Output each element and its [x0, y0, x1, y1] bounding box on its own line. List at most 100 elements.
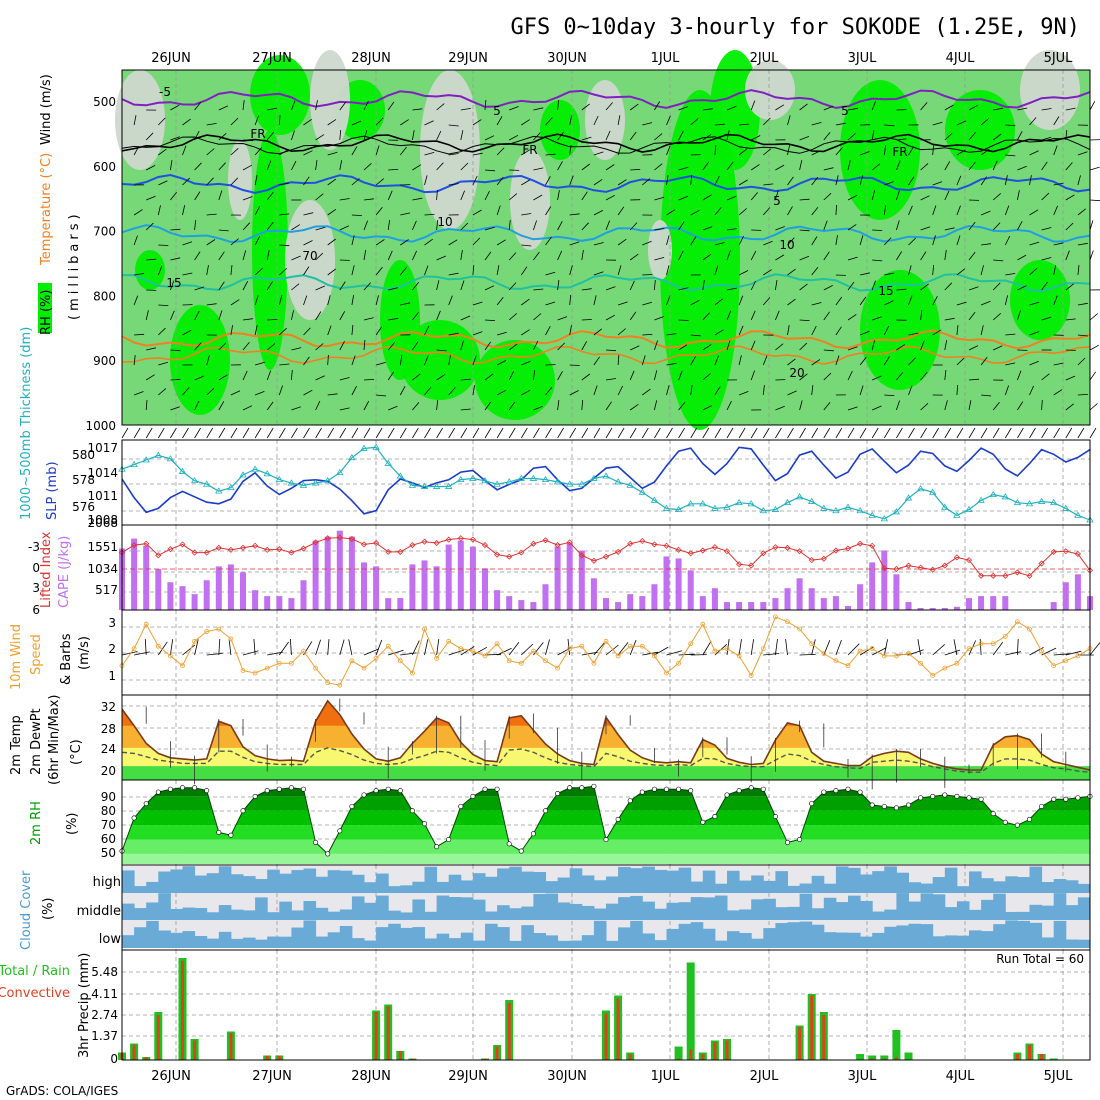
rh2m-point	[1039, 803, 1045, 809]
cloud-cover-bar	[218, 931, 232, 948]
wind10m-point	[216, 626, 222, 632]
cloud-cover-bar	[823, 883, 837, 893]
wind-barb	[1065, 250, 1070, 261]
wind-barb	[133, 209, 143, 216]
wind10m-point	[301, 648, 306, 654]
wind-barb	[363, 163, 372, 171]
wind10m-barb	[750, 639, 754, 656]
wind-barb	[484, 251, 492, 261]
cape-bar	[554, 546, 561, 610]
wind-barb	[170, 349, 181, 352]
date-label-top: 5JUL	[1044, 51, 1074, 66]
cloud-cover-bar	[956, 935, 970, 948]
cloud-cover-bar	[424, 866, 438, 893]
lifted-tick-label: 3	[32, 581, 40, 595]
wind-barb	[750, 280, 756, 291]
lifted-index-line	[121, 537, 1091, 577]
wind-barb	[520, 427, 528, 439]
wind10m-point	[276, 660, 282, 666]
temp-minmax-axis-label: (6hr Min/Max)	[47, 695, 62, 785]
wind-barb	[1065, 283, 1074, 291]
lifted-index-point	[433, 539, 440, 547]
wind-barb	[739, 123, 750, 126]
cloud-cover-bar	[400, 885, 413, 893]
wind-barb	[448, 183, 459, 186]
wind-barb	[254, 267, 263, 276]
cape-bar	[893, 574, 900, 610]
wind-barb	[509, 106, 519, 111]
wind-barb	[702, 108, 713, 111]
rh2m-point	[555, 791, 561, 797]
wind-barb	[145, 222, 154, 231]
wind10m-point	[543, 658, 548, 664]
rh2m-point	[784, 839, 790, 845]
wind-barb	[642, 274, 653, 276]
lifted-index-point	[1014, 569, 1021, 576]
cloud-cover-bar	[1005, 876, 1018, 893]
wind-barb	[170, 257, 181, 261]
rh2m-point	[857, 789, 863, 795]
wind-barb	[1029, 209, 1039, 216]
lifted-index-point	[288, 549, 295, 556]
lifted-index-point	[978, 572, 985, 579]
wind-barb	[884, 394, 895, 396]
wind10m-tick-label: 3	[108, 616, 116, 630]
wind-barb	[847, 160, 851, 171]
wind-barb	[460, 190, 465, 201]
wind-barb	[787, 115, 791, 126]
thickness-point	[541, 475, 550, 483]
wind-barb	[460, 378, 471, 381]
thickness-point	[275, 475, 284, 483]
wind10m-point	[531, 648, 536, 654]
rh2m-point	[1051, 796, 1057, 802]
wind-barb	[629, 370, 635, 381]
wind-barb	[605, 401, 612, 411]
wind-barb	[508, 193, 518, 201]
wind10m-point	[458, 646, 464, 652]
wind-barb	[448, 387, 456, 396]
wind-barb	[1005, 124, 1016, 126]
wind-barb	[400, 302, 411, 306]
wind-barb	[1017, 310, 1021, 321]
cloud-cover-bar	[702, 897, 716, 920]
cape-bar	[869, 562, 876, 610]
cloud-cover-bar	[932, 877, 946, 893]
thickness-point	[650, 496, 659, 503]
slp-line	[121, 446, 1091, 515]
wind-barb	[630, 345, 640, 351]
wind-barb	[242, 100, 245, 111]
wind-barb	[339, 281, 346, 291]
wind-barb	[327, 268, 336, 276]
wind-barb	[884, 124, 895, 127]
wind-barb	[896, 372, 904, 381]
wind10m-point	[797, 626, 802, 632]
wind-barb	[726, 340, 731, 351]
wind-barb	[363, 130, 368, 141]
wind10m-barb	[460, 646, 475, 656]
wind-barb	[375, 206, 383, 216]
wind-barb	[218, 427, 226, 439]
precip-convective-bar	[132, 1045, 136, 1060]
cloud-cover-bar	[823, 932, 837, 948]
thickness-point	[747, 500, 755, 507]
wind-barb	[908, 295, 913, 306]
wind-barb	[702, 134, 712, 141]
wind-barb	[387, 342, 396, 351]
cloud-cover-bar	[557, 902, 571, 920]
wind-barb	[726, 310, 732, 321]
wind-barb	[823, 372, 832, 381]
rh2m-point	[736, 788, 742, 794]
wind-barb	[859, 356, 867, 366]
wind-barb	[859, 385, 864, 396]
wind-barb	[1077, 175, 1081, 186]
rh2m-point	[349, 803, 355, 809]
rh2m-point	[966, 795, 972, 801]
wind10m-point	[918, 660, 923, 666]
wind-barb	[533, 107, 544, 111]
wind-barb	[545, 176, 551, 186]
wind10m-barb	[206, 653, 223, 656]
thickness-point	[578, 480, 586, 487]
rh2m-tick-label: 50	[101, 846, 116, 860]
precip-convective-bar	[386, 1006, 390, 1060]
cloud-cover-bar	[243, 876, 256, 893]
